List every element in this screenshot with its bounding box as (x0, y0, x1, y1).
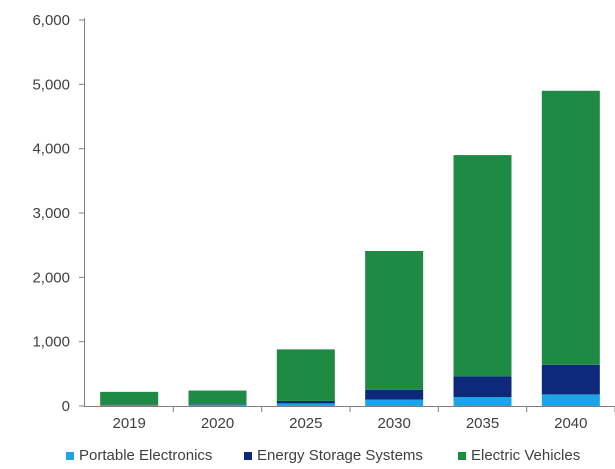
bar-2035-energy-storage-systems (453, 376, 512, 397)
y-tick-label: 4,000 (32, 141, 70, 158)
x-tick-label: 2020 (201, 415, 234, 432)
bar-2019-electric-vehicles (100, 391, 159, 405)
y-tick-label: 1,000 (32, 334, 70, 351)
y-tick-label: 3,000 (32, 205, 70, 222)
y-tick-label: 2,000 (32, 269, 70, 286)
x-tick-label: 2025 (289, 415, 322, 432)
y-axis-ticks: 0 1,000 2,000 3,000 4,000 5,000 6,000 (32, 12, 85, 415)
bar-2030-energy-storage-systems (365, 389, 424, 400)
legend-label: Energy Storage Systems (257, 447, 423, 464)
bar-2030-electric-vehicles (365, 250, 424, 390)
y-tick-label: 6,000 (32, 12, 70, 29)
x-axis-ticks: 2019 2020 2025 2030 2035 2040 (113, 406, 615, 432)
bar-2040-energy-storage-systems (541, 364, 600, 395)
legend-swatch (66, 452, 74, 460)
y-tick-label: 0 (62, 398, 70, 415)
x-tick-label: 2019 (113, 415, 146, 432)
x-tick-label: 2040 (554, 415, 587, 432)
bar-2035-portable-electronics (453, 396, 512, 406)
legend-label: Electric Vehicles (471, 447, 580, 464)
bars-layer (100, 90, 600, 406)
bar-2040-electric-vehicles (541, 90, 600, 365)
x-tick-label: 2035 (466, 415, 499, 432)
bar-2025-portable-electronics (276, 403, 335, 406)
bar-2025-energy-storage-systems (276, 400, 335, 404)
legend: Portable Electronics Energy Storage Syste… (66, 447, 580, 464)
bar-2035-electric-vehicles (453, 155, 512, 377)
legend-swatch (458, 452, 466, 460)
bar-2030-portable-electronics (365, 399, 424, 406)
bar-2025-electric-vehicles (276, 349, 335, 401)
bar-2020-portable-electronics (188, 404, 247, 406)
bar-2019-portable-electronics (100, 405, 159, 406)
bar-2020-electric-vehicles (188, 390, 247, 405)
bar-2040-portable-electronics (541, 394, 600, 406)
legend-label: Portable Electronics (79, 447, 212, 464)
legend-swatch (244, 452, 252, 460)
x-tick-label: 2030 (378, 415, 411, 432)
y-tick-label: 5,000 (32, 76, 70, 93)
